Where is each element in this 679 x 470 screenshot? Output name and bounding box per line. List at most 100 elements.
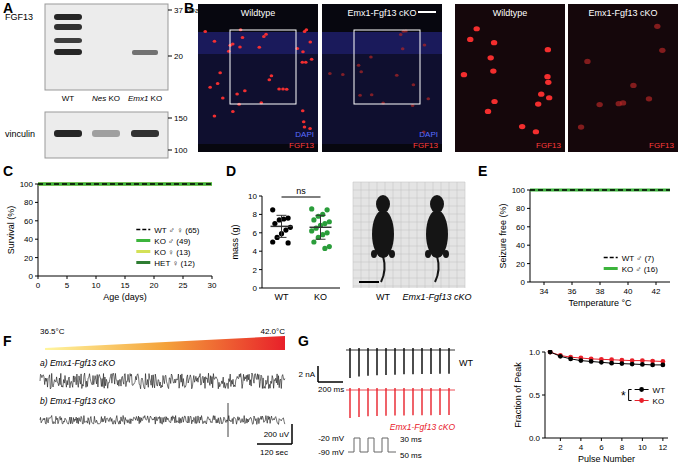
y-tick — [259, 196, 262, 197]
stain-label: FGF13 — [536, 141, 561, 150]
legend-swatch — [604, 257, 618, 259]
annotation: * — [621, 389, 626, 403]
eeg: 36.5°C42.0°Ca) Emx1-Fgf13 cKOb) Emx1-Fgf… — [40, 327, 292, 457]
y-tick — [259, 251, 262, 252]
bracket — [282, 197, 321, 198]
stain-label: DAPI — [295, 130, 314, 139]
cell — [231, 110, 235, 113]
point — [286, 240, 291, 245]
y-tick — [259, 214, 262, 215]
size-marker-tick — [168, 150, 172, 151]
scale-label: 200 uV — [264, 430, 290, 439]
cell — [208, 86, 212, 89]
cell — [258, 46, 262, 49]
point — [568, 356, 573, 361]
x-axis — [545, 438, 668, 439]
y-tick — [542, 352, 545, 353]
lane-label: WT — [62, 94, 75, 103]
y-tick-label: 4 — [253, 247, 258, 256]
micrograph: Wildtype FGF13 — [455, 4, 565, 152]
current-spike — [430, 388, 431, 415]
genotype-label: Wildtype — [493, 8, 528, 18]
x-tick-label: 15 — [121, 281, 130, 290]
current-spike — [430, 348, 431, 374]
cell — [203, 30, 207, 33]
legend-swatch — [136, 239, 150, 242]
photo-grid — [353, 246, 465, 247]
cell — [213, 115, 217, 118]
x-axis-label: Pulse Number — [578, 454, 635, 464]
panel-letter: F — [3, 333, 12, 349]
x-tick — [662, 438, 663, 441]
scale-bar — [359, 281, 379, 283]
point — [599, 360, 604, 365]
currents: WTEmx1-Fgf13 cKO2 nA200 ms-20 mV-90 mV30… — [299, 348, 474, 460]
point — [283, 227, 288, 232]
stain-label: FGF13 — [413, 141, 438, 150]
y-axis-label: Fraction of Peak — [513, 362, 523, 428]
mouse-foot — [389, 250, 395, 258]
series-line — [550, 352, 663, 365]
size-marker-tick — [168, 10, 172, 11]
cell — [544, 74, 550, 79]
current-spike — [358, 388, 359, 417]
x-tick-label: 10 — [92, 281, 101, 290]
band — [54, 24, 82, 30]
current-spike — [367, 348, 368, 376]
point — [548, 350, 553, 354]
mouse-head — [430, 195, 444, 213]
series-line — [530, 189, 670, 192]
blot-protein: FGF13 — [5, 12, 33, 22]
band — [92, 130, 120, 137]
cell — [533, 129, 539, 134]
y-tick-label: 0 — [29, 272, 34, 281]
genotype-label: Emx1-Fgf13 cKO — [588, 8, 657, 18]
plot-area — [38, 184, 212, 185]
trace-label: b) Emx1-Fgf13 cKO — [40, 396, 115, 406]
y-axis — [38, 184, 39, 276]
x-tick-label: 5 — [65, 281, 70, 290]
image-bg — [455, 4, 565, 152]
series-line — [550, 352, 663, 361]
y-tick — [35, 239, 38, 240]
x-tick-label: 42 — [652, 287, 661, 296]
current-spike — [403, 388, 404, 415]
x-tick-label: 25 — [179, 281, 188, 290]
cell — [538, 92, 544, 97]
size-marker-label: 37 kDa — [174, 6, 200, 15]
band — [54, 130, 82, 137]
stain-label: FGF13 — [649, 141, 674, 150]
image-bg — [198, 4, 318, 152]
band — [132, 50, 158, 55]
cell — [285, 88, 289, 91]
lane-label-part: KO — [148, 94, 162, 103]
cell — [241, 36, 245, 39]
photo-grid — [353, 222, 465, 223]
cell — [490, 68, 496, 73]
cell — [264, 33, 268, 36]
x-tick — [642, 438, 643, 441]
plot-area — [530, 190, 670, 191]
current-spike — [349, 388, 350, 418]
y-tick-label: 40 — [24, 235, 33, 244]
x-tick — [560, 438, 561, 441]
cell — [399, 33, 403, 36]
cell — [301, 109, 305, 112]
panel-letter: C — [3, 163, 13, 179]
blot-membrane — [45, 112, 168, 158]
photo-grid — [353, 270, 465, 271]
trace-label: a) Emx1-Fgf13 cKO — [40, 358, 115, 368]
scale-label: 200 ms — [318, 385, 344, 394]
zoom-box — [230, 30, 296, 104]
current-spike — [385, 348, 386, 375]
x-tick-label: 20 — [150, 281, 159, 290]
scale-label: 120 sec — [260, 448, 288, 457]
current-spike — [448, 348, 449, 374]
point — [660, 363, 665, 368]
cell — [646, 96, 652, 101]
y-axis-label: Seizure free (%) — [498, 203, 508, 268]
protocol-label: 50 ms — [400, 451, 422, 460]
bracket — [629, 390, 632, 401]
y-tick-label: 2 — [253, 266, 258, 275]
cell — [411, 104, 415, 107]
